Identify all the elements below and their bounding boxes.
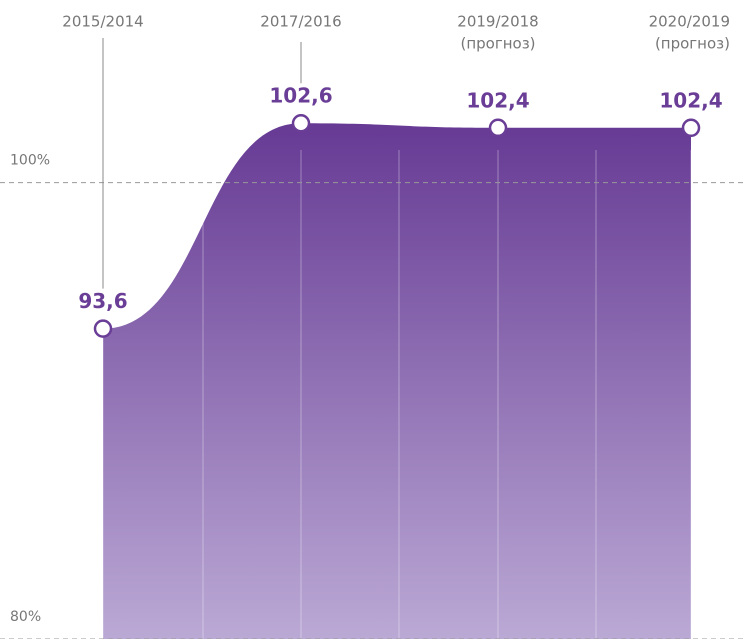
marker: [681, 118, 701, 138]
x-tick-label: 2015/2014: [62, 13, 143, 31]
value-label: 102,4: [466, 88, 529, 112]
value-label: 102,6: [269, 84, 332, 108]
marker: [93, 319, 113, 338]
area: [103, 123, 691, 639]
y-tick-label: 80%: [10, 609, 41, 625]
value-label: 102,4: [659, 88, 722, 112]
x-tick-note: (прогноз): [655, 35, 730, 53]
value-label: 93,6: [78, 289, 127, 313]
x-tick-label: 2017/2016: [260, 13, 341, 31]
x-tick-label: 2020/2019: [649, 13, 730, 31]
x-tick-label: 2019/2018: [457, 13, 538, 31]
marker: [488, 118, 508, 138]
y-tick-label: 100%: [10, 153, 50, 169]
x-tick-note: (прогноз): [460, 35, 535, 53]
marker: [291, 113, 311, 133]
